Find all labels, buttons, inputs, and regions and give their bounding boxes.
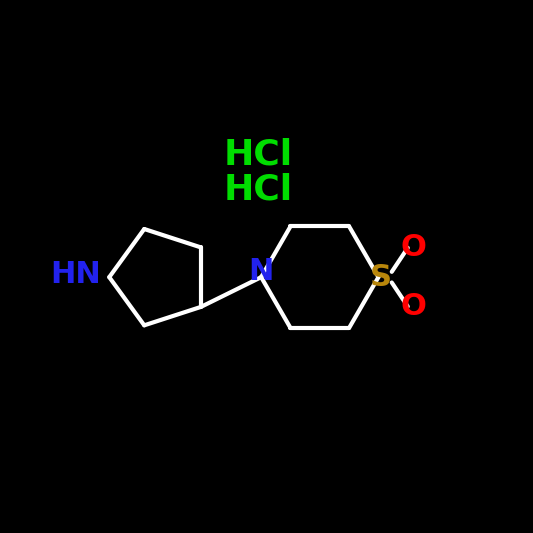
Text: HN: HN: [51, 260, 101, 289]
Text: HCl: HCl: [224, 138, 293, 172]
Text: HCl: HCl: [224, 172, 293, 206]
Text: N: N: [248, 257, 274, 286]
Text: S: S: [370, 263, 392, 292]
Text: O: O: [400, 292, 426, 321]
Text: O: O: [400, 233, 426, 262]
